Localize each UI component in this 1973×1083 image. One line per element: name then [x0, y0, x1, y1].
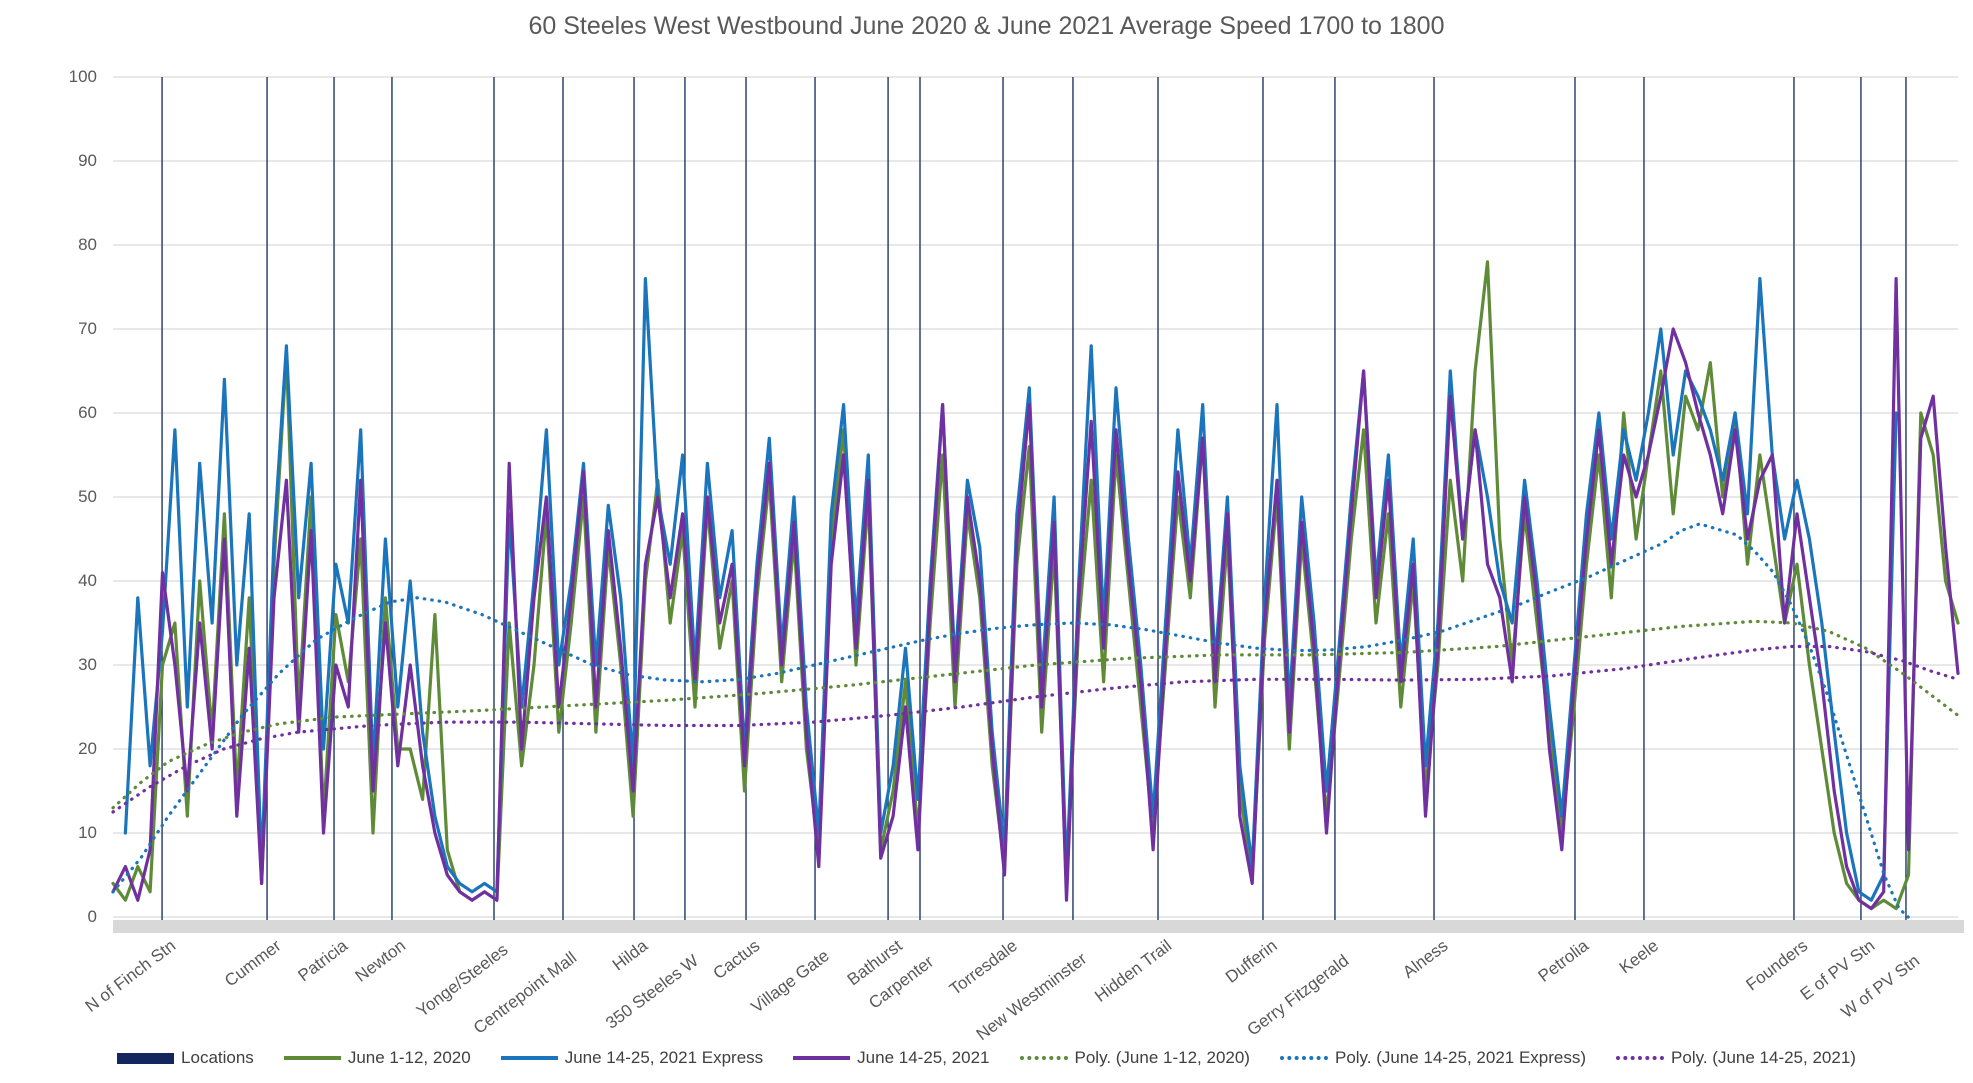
legend-label: Poly. (June 14-25, 2021) — [1671, 1048, 1856, 1067]
legend-label: June 1-12, 2020 — [347, 1048, 471, 1067]
legend-label: Locations — [181, 1048, 254, 1067]
y-tick-label: 10 — [78, 823, 97, 842]
legend-swatch-bar — [117, 1052, 175, 1064]
trendline-poly-june-14-25-2021-express — [111, 522, 1910, 919]
legend-swatch-dotted — [1019, 1056, 1068, 1060]
y-tick-label: 70 — [78, 319, 97, 338]
y-tick-label: 80 — [78, 235, 97, 254]
trendline-poly-june-14-25-2021 — [111, 644, 1960, 814]
legend-item-locations: Locations — [117, 1048, 254, 1068]
legend-swatch-dotted — [1616, 1056, 1665, 1060]
legend-item-poly-june-1-12-2020: Poly. (June 1-12, 2020) — [1019, 1048, 1250, 1068]
y-tick-label: 40 — [78, 571, 97, 590]
y-tick-label: 30 — [78, 655, 97, 674]
legend-swatch-dotted — [1279, 1056, 1328, 1060]
legend-swatch-line — [283, 1056, 341, 1060]
legend-item-poly-june-14-25-2021-express: Poly. (June 14-25, 2021 Express) — [1279, 1048, 1587, 1068]
legend-label: June 14-25, 2021 — [857, 1048, 990, 1067]
y-tick-label: 20 — [78, 739, 97, 758]
chart-title: 60 Steeles West Westbound June 2020 & Ju… — [528, 12, 1445, 40]
legend-item-june-14-25-2021: June 14-25, 2021 — [793, 1048, 990, 1068]
trendline-poly-june-1-12-2020 — [111, 619, 1960, 810]
legend-swatch-line — [793, 1056, 851, 1060]
legend-item-june-14-25-2021-express: June 14-25, 2021 Express — [500, 1048, 764, 1068]
legend-swatch-line — [500, 1056, 558, 1060]
legend-label: Poly. (June 14-25, 2021 Express) — [1334, 1048, 1587, 1067]
legend-label: Poly. (June 1-12, 2020) — [1074, 1048, 1250, 1067]
legend: Locations June 1-12, 2020 June 14-25, 2021… — [0, 1048, 1973, 1068]
series-line-june-14-25-2021 — [111, 277, 1960, 911]
legend-label: June 14-25, 2021 Express — [564, 1048, 764, 1067]
y-tick-label: 100 — [68, 67, 97, 86]
x-axis-band — [113, 920, 1964, 933]
y-tick-label: 60 — [78, 403, 97, 422]
y-tick-label: 90 — [78, 151, 97, 170]
legend-item-poly-june-14-25-2021: Poly. (June 14-25, 2021) — [1616, 1048, 1856, 1068]
legend-item-june-1-12-2020: June 1-12, 2020 — [283, 1048, 471, 1068]
y-tick-label: 50 — [78, 487, 97, 506]
series-line-june-14-25-2021-express — [123, 277, 1898, 902]
y-tick-label: 0 — [87, 907, 97, 926]
